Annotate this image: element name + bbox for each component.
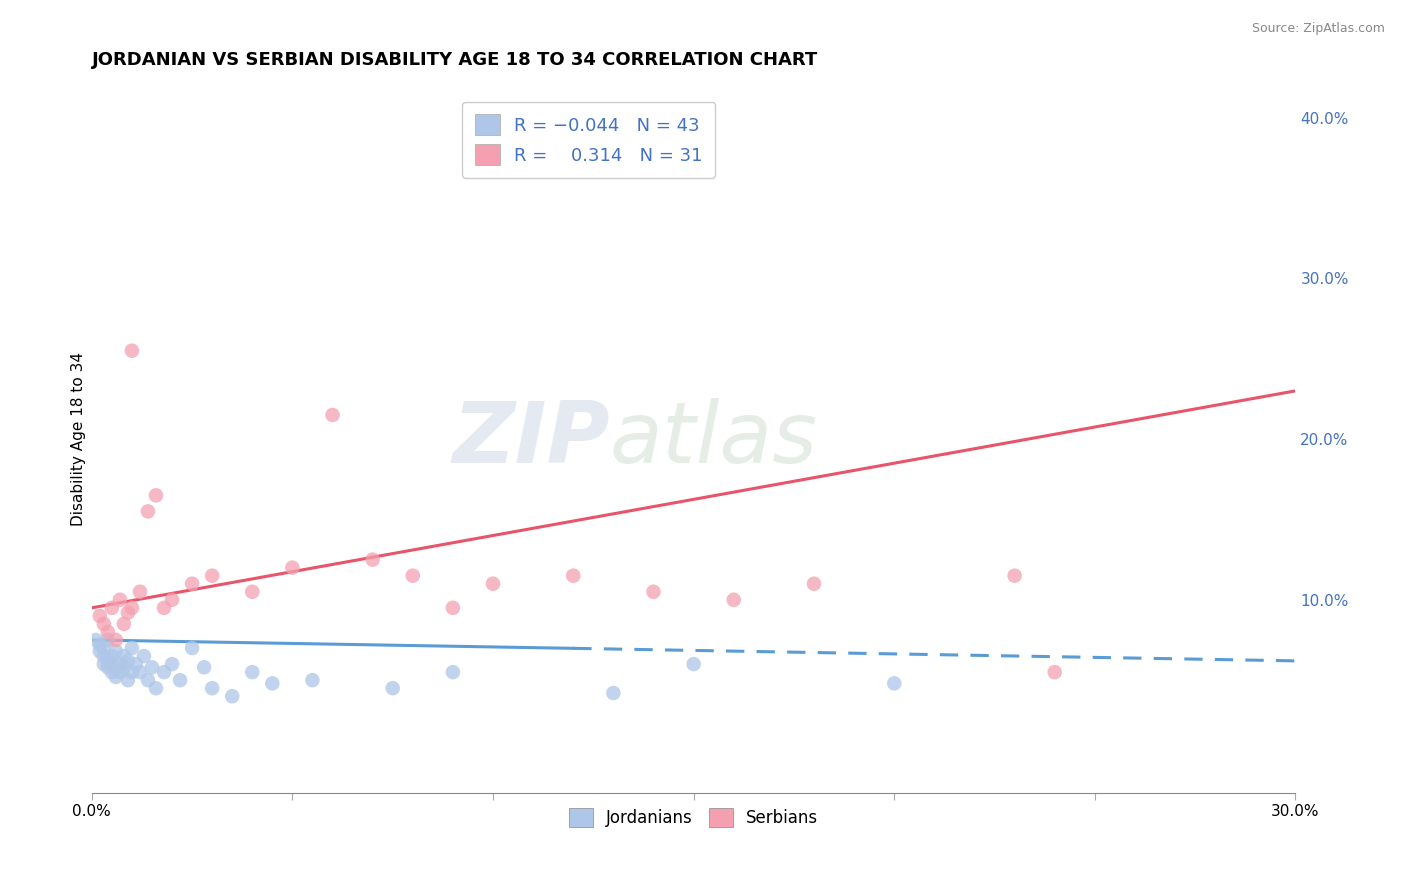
Point	[104, 644, 127, 658]
Point	[803, 576, 825, 591]
Point	[169, 673, 191, 688]
Point	[101, 665, 124, 679]
Point	[1004, 568, 1026, 582]
Point	[1043, 665, 1066, 679]
Point	[136, 504, 159, 518]
Text: JORDANIAN VS SERBIAN DISABILITY AGE 18 TO 34 CORRELATION CHART: JORDANIAN VS SERBIAN DISABILITY AGE 18 T…	[91, 51, 818, 69]
Text: atlas: atlas	[609, 398, 817, 481]
Point	[602, 686, 624, 700]
Point	[93, 616, 115, 631]
Point	[221, 690, 243, 704]
Point	[112, 660, 135, 674]
Point	[201, 681, 224, 696]
Point	[104, 670, 127, 684]
Point	[112, 616, 135, 631]
Text: Source: ZipAtlas.com: Source: ZipAtlas.com	[1251, 22, 1385, 36]
Point	[129, 665, 152, 679]
Point	[117, 606, 139, 620]
Point	[136, 673, 159, 688]
Point	[145, 681, 167, 696]
Point	[93, 648, 115, 663]
Point	[93, 657, 115, 671]
Point	[240, 584, 263, 599]
Point	[129, 584, 152, 599]
Point	[281, 560, 304, 574]
Point	[121, 665, 143, 679]
Point	[153, 600, 176, 615]
Point	[108, 592, 131, 607]
Point	[97, 660, 120, 674]
Point	[97, 632, 120, 647]
Point	[482, 576, 505, 591]
Point	[84, 632, 107, 647]
Point	[441, 665, 464, 679]
Point	[402, 568, 425, 582]
Point	[112, 648, 135, 663]
Point	[361, 552, 384, 566]
Point	[145, 488, 167, 502]
Point	[89, 638, 111, 652]
Point	[121, 343, 143, 358]
Point	[101, 657, 124, 671]
Point	[240, 665, 263, 679]
Point	[193, 660, 215, 674]
Point	[93, 640, 115, 655]
Point	[181, 576, 204, 591]
Point	[562, 143, 585, 157]
Point	[301, 673, 323, 688]
Point	[121, 600, 143, 615]
Point	[643, 584, 665, 599]
Point	[181, 640, 204, 655]
Point	[108, 665, 131, 679]
Point	[153, 665, 176, 679]
Point	[723, 592, 745, 607]
Point	[89, 608, 111, 623]
Point	[97, 654, 120, 668]
Y-axis label: Disability Age 18 to 34: Disability Age 18 to 34	[72, 352, 86, 526]
Point	[97, 624, 120, 639]
Point	[132, 648, 155, 663]
Point	[125, 657, 148, 671]
Point	[381, 681, 404, 696]
Point	[108, 657, 131, 671]
Point	[562, 568, 585, 582]
Point	[682, 657, 704, 671]
Point	[117, 673, 139, 688]
Point	[201, 568, 224, 582]
Point	[160, 592, 183, 607]
Legend: Jordanians, Serbians: Jordanians, Serbians	[562, 801, 825, 834]
Point	[160, 657, 183, 671]
Point	[89, 644, 111, 658]
Point	[141, 660, 163, 674]
Point	[101, 648, 124, 663]
Point	[121, 640, 143, 655]
Point	[883, 676, 905, 690]
Point	[322, 408, 344, 422]
Point	[104, 632, 127, 647]
Text: ZIP: ZIP	[451, 398, 609, 481]
Point	[117, 654, 139, 668]
Point	[101, 600, 124, 615]
Point	[441, 600, 464, 615]
Point	[262, 676, 284, 690]
